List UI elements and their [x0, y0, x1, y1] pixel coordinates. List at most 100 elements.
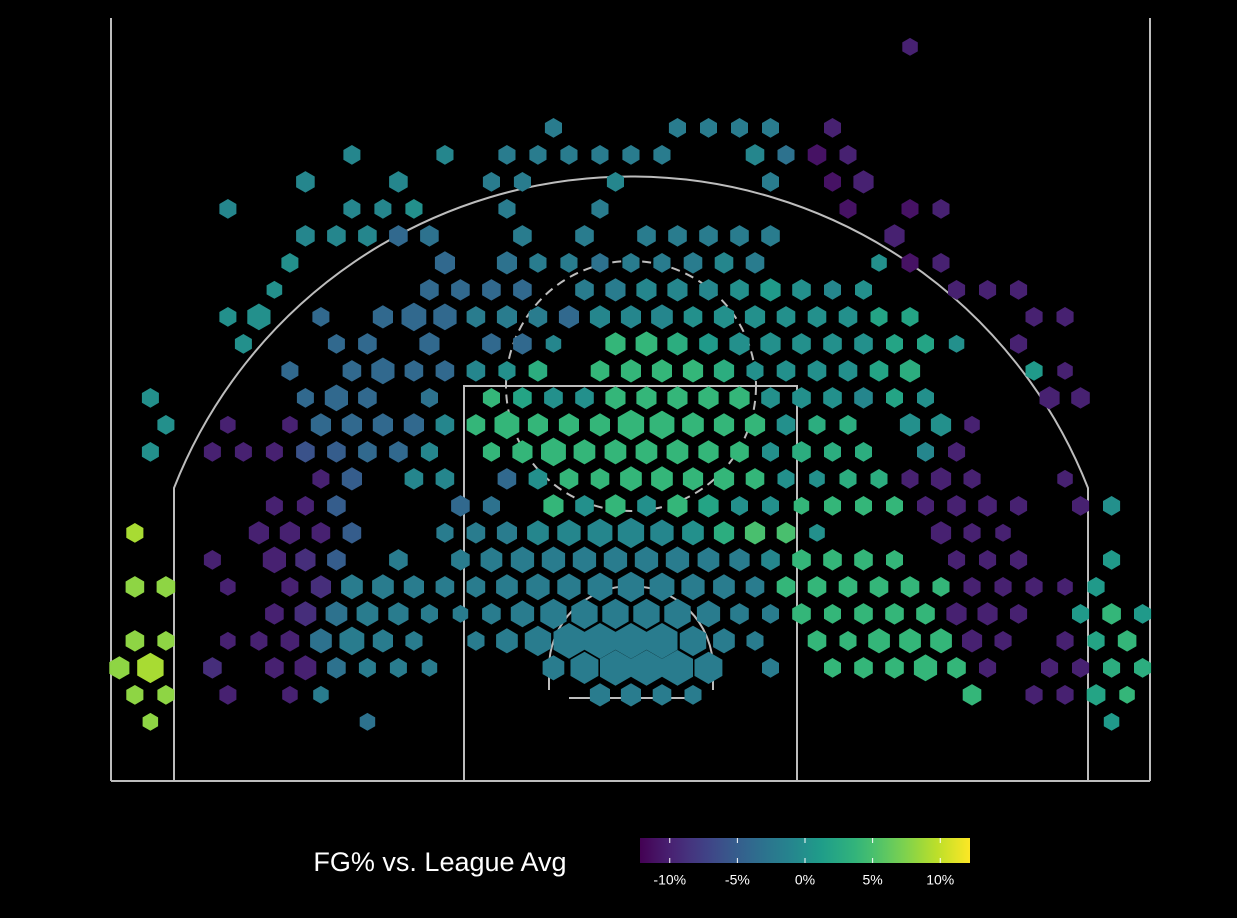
hex: [372, 574, 394, 600]
hex: [917, 442, 934, 462]
hex: [466, 576, 486, 598]
hex: [839, 631, 857, 651]
hex: [327, 495, 346, 517]
hex: [494, 410, 520, 440]
hex: [700, 118, 717, 138]
hex: [885, 603, 904, 625]
hex: [947, 657, 966, 679]
hex: [435, 414, 455, 436]
hex: [807, 576, 827, 598]
hex: [573, 439, 596, 465]
hex: [823, 387, 842, 409]
hex: [731, 118, 748, 138]
hex: [964, 415, 980, 434]
hex: [265, 496, 283, 516]
hex: [482, 442, 500, 462]
hex: [792, 279, 811, 301]
hex: [870, 307, 888, 327]
hex: [1103, 658, 1121, 678]
hex: [761, 387, 780, 409]
hex: [1025, 577, 1043, 597]
hex: [698, 440, 719, 464]
hex: [451, 495, 470, 517]
hex: [917, 388, 934, 408]
hex: [698, 386, 719, 410]
hex: [125, 630, 145, 652]
three-point-line: [173, 175, 1089, 781]
hex: [325, 601, 348, 627]
hex: [513, 333, 532, 355]
hex: [341, 467, 362, 491]
hex: [528, 360, 548, 382]
hex: [420, 225, 439, 247]
hex: [631, 650, 662, 686]
hex: [359, 712, 376, 731]
hex: [713, 413, 735, 437]
hex: [620, 683, 641, 707]
hex: [584, 623, 616, 659]
hex: [662, 650, 693, 686]
hex: [605, 386, 626, 410]
hex: [807, 630, 827, 652]
colorbar-tick-label: 10%: [926, 872, 954, 888]
hex: [930, 413, 952, 437]
hex: [633, 598, 660, 630]
hex: [358, 658, 376, 678]
hex: [590, 468, 610, 490]
hex: [824, 118, 841, 138]
hex: [809, 523, 825, 542]
hex: [157, 631, 175, 651]
hex: [885, 657, 904, 679]
hex: [544, 387, 563, 409]
hex: [1010, 334, 1028, 354]
hex: [559, 468, 579, 490]
hex: [995, 523, 1011, 542]
hex: [600, 650, 631, 686]
hex: [389, 225, 408, 247]
hex: [496, 251, 517, 275]
hex: [699, 279, 718, 301]
hex: [838, 306, 858, 328]
hex: [668, 118, 686, 138]
hex: [761, 225, 780, 247]
hex: [312, 469, 330, 489]
hex: [745, 576, 765, 598]
hex: [792, 549, 811, 571]
hex: [558, 305, 579, 329]
hex: [403, 413, 424, 437]
hex: [916, 603, 935, 625]
hex: [870, 469, 888, 489]
hex: [374, 199, 392, 219]
hex: [327, 441, 346, 463]
hex: [901, 307, 919, 327]
hex: [899, 628, 921, 654]
hex: [776, 360, 796, 382]
hex: [854, 657, 873, 679]
hex: [683, 252, 703, 274]
hex: [589, 683, 610, 707]
hex: [604, 439, 627, 465]
hex: [156, 576, 176, 598]
hex: [420, 442, 438, 462]
hex: [744, 413, 766, 437]
hex: [731, 496, 748, 516]
hex: [681, 573, 705, 601]
hex: [1072, 658, 1090, 678]
hex: [744, 305, 766, 329]
hex: [342, 360, 362, 382]
hex: [1010, 280, 1028, 300]
hex: [730, 279, 749, 301]
hex: [665, 546, 690, 574]
hex: [900, 576, 920, 598]
hex: [682, 467, 704, 491]
hex: [358, 225, 377, 247]
hex: [1103, 712, 1120, 731]
hex: [948, 442, 966, 462]
hex: [343, 145, 361, 165]
hex: [854, 387, 873, 409]
hex: [125, 576, 145, 598]
hex: [327, 225, 346, 247]
hex: [1057, 577, 1073, 596]
hex: [760, 332, 781, 356]
